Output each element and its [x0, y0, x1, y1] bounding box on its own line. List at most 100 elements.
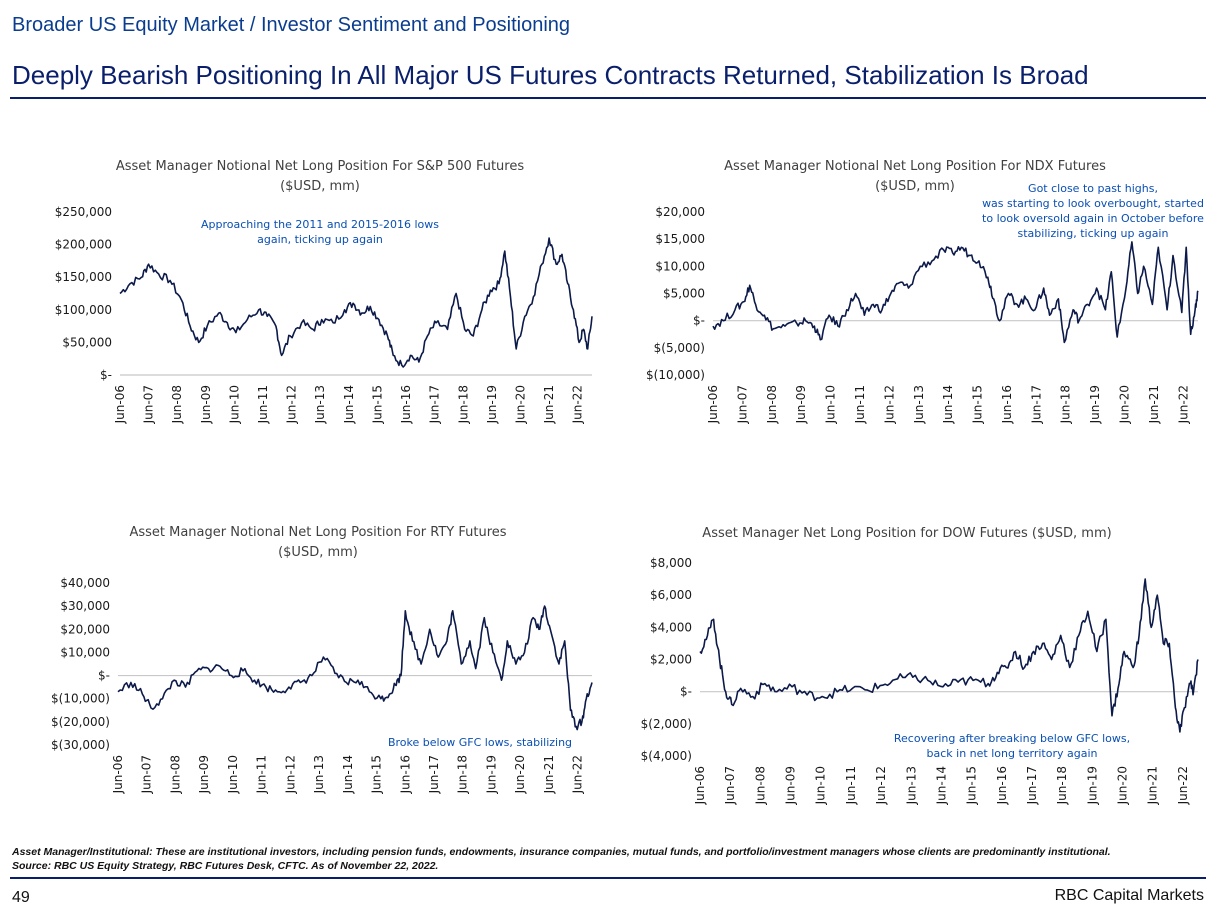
x-tick-label: Jun-06	[706, 385, 720, 424]
footer-divider	[10, 877, 1206, 879]
x-tick-label: Jun-19	[1085, 766, 1099, 805]
series-line	[699, 578, 1199, 733]
ndx-futures-chart: Asset Manager Notional Net Long Position…	[610, 150, 1206, 460]
y-tick-label: $10,000	[655, 259, 705, 273]
series-line	[712, 241, 1199, 344]
chart-title-line: ($USD, mm)	[278, 545, 358, 560]
x-tick-label: Jun-09	[784, 766, 798, 805]
y-tick-label: $2,000	[650, 653, 692, 667]
spx-futures-chart: Asset Manager Notional Net Long Position…	[10, 150, 600, 460]
x-tick-label: Jun-09	[199, 385, 213, 424]
x-tick-label: Jun-20	[1118, 385, 1132, 424]
x-tick-label: Jun-14	[941, 385, 955, 424]
series-line	[117, 605, 593, 731]
rty-futures-chart: Asset Manager Notional Net Long Position…	[10, 525, 600, 835]
x-tick-label: Jun-21	[542, 385, 556, 424]
x-tick-label: Jun-19	[484, 755, 498, 794]
x-tick-label: Jun-20	[1116, 766, 1130, 805]
x-tick-label: Jun-15	[971, 385, 985, 424]
brand-name: RBC Capital Markets	[1054, 887, 1204, 904]
x-tick-label: Jun-13	[904, 766, 918, 805]
x-tick-label: Jun-21	[1147, 385, 1161, 424]
chart-annotation: stabilizing, ticking up again	[1018, 227, 1169, 240]
chart-annotation: again, ticking up again	[257, 233, 383, 246]
y-tick-label: $20,000	[60, 622, 110, 636]
y-tick-label: $30,000	[60, 599, 110, 613]
x-tick-label: Jun-13	[312, 755, 326, 794]
x-tick-label: Jun-17	[427, 755, 441, 794]
y-tick-label: $(10,000)	[51, 692, 110, 706]
x-tick-label: Jun-14	[934, 766, 948, 805]
x-tick-label: Jun-06	[693, 766, 707, 805]
x-tick-label: Jun-11	[844, 766, 858, 805]
x-tick-label: Jun-18	[456, 755, 470, 794]
y-tick-label: $50,000	[62, 335, 112, 349]
x-tick-label: Jun-18	[1059, 385, 1073, 424]
x-tick-label: Jun-12	[285, 385, 299, 424]
x-tick-label: Jun-16	[399, 385, 413, 424]
footnote-definition: Asset Manager/Institutional: These are i…	[12, 846, 1111, 858]
x-tick-label: Jun-18	[1055, 766, 1069, 805]
footnote: Asset Manager/Institutional: These are i…	[12, 845, 1212, 873]
x-tick-label: Jun-15	[965, 766, 979, 805]
chart-annotation: Got close to past highs,	[1028, 182, 1158, 195]
chart-annotation: to look oversold again in October before	[982, 212, 1204, 225]
chart-title-line: ($USD, mm)	[875, 179, 955, 194]
x-tick-label: Jun-14	[342, 385, 356, 424]
x-tick-label: Jun-20	[513, 755, 527, 794]
y-tick-label: $8,000	[650, 556, 692, 570]
x-tick-label: Jun-07	[723, 766, 737, 805]
x-tick-label: Jun-20	[513, 385, 527, 424]
x-tick-label: Jun-07	[140, 755, 154, 794]
x-tick-label: Jun-08	[170, 385, 184, 424]
page-number: 49	[12, 889, 30, 906]
dow-futures-chart: Asset Manager Net Long Position for DOW …	[610, 525, 1206, 835]
y-tick-label: $150,000	[55, 270, 112, 284]
y-tick-label: $6,000	[650, 588, 692, 602]
chart-title-line: Asset Manager Notional Net Long Position…	[116, 159, 525, 174]
x-tick-label: Jun-14	[341, 755, 355, 794]
x-tick-label: Jun-21	[542, 755, 556, 794]
x-tick-label: Jun-18	[456, 385, 470, 424]
footnote-source: Source: RBC US Equity Strategy, RBC Futu…	[12, 860, 439, 872]
series-line	[119, 237, 593, 368]
section-title: Broader US Equity Market / Investor Sent…	[12, 14, 571, 36]
x-tick-label: Jun-15	[370, 755, 384, 794]
x-tick-label: Jun-13	[912, 385, 926, 424]
y-tick-label: $250,000	[55, 205, 112, 219]
x-tick-label: Jun-19	[485, 385, 499, 424]
x-tick-label: Jun-16	[398, 755, 412, 794]
chart-annotation: was starting to look overbought, started	[982, 197, 1204, 210]
y-tick-label: $40,000	[60, 576, 110, 590]
chart-title-line: ($USD, mm)	[280, 179, 360, 194]
x-tick-label: Jun-12	[882, 385, 896, 424]
y-tick-label: $(4,000)	[641, 749, 692, 763]
y-tick-label: $(30,000)	[51, 738, 110, 752]
x-tick-label: Jun-06	[111, 755, 125, 794]
x-tick-label: Jun-16	[1000, 385, 1014, 424]
y-tick-label: $-	[98, 669, 110, 683]
y-tick-label: $(20,000)	[51, 715, 110, 729]
y-tick-label: $-	[680, 685, 692, 699]
y-tick-label: $-	[100, 368, 112, 382]
x-tick-label: Jun-12	[283, 755, 297, 794]
x-tick-label: Jun-07	[735, 385, 749, 424]
y-tick-label: $5,000	[663, 287, 705, 301]
x-tick-label: Jun-22	[1176, 385, 1190, 424]
y-tick-label: $100,000	[55, 303, 112, 317]
x-tick-label: Jun-21	[1146, 766, 1160, 805]
x-tick-label: Jun-09	[794, 385, 808, 424]
x-tick-label: Jun-08	[753, 766, 767, 805]
x-tick-label: Jun-07	[142, 385, 156, 424]
x-tick-label: Jun-11	[256, 385, 270, 424]
x-tick-label: Jun-11	[255, 755, 269, 794]
x-tick-label: Jun-17	[1025, 766, 1039, 805]
y-tick-label: $(2,000)	[641, 717, 692, 731]
x-tick-label: Jun-15	[370, 385, 384, 424]
x-tick-label: Jun-13	[313, 385, 327, 424]
x-tick-label: Jun-10	[226, 755, 240, 794]
y-tick-label: $(5,000)	[654, 341, 705, 355]
chart-annotation: back in net long territory again	[927, 747, 1098, 760]
x-tick-label: Jun-06	[113, 385, 127, 424]
y-tick-label: $15,000	[655, 232, 705, 246]
